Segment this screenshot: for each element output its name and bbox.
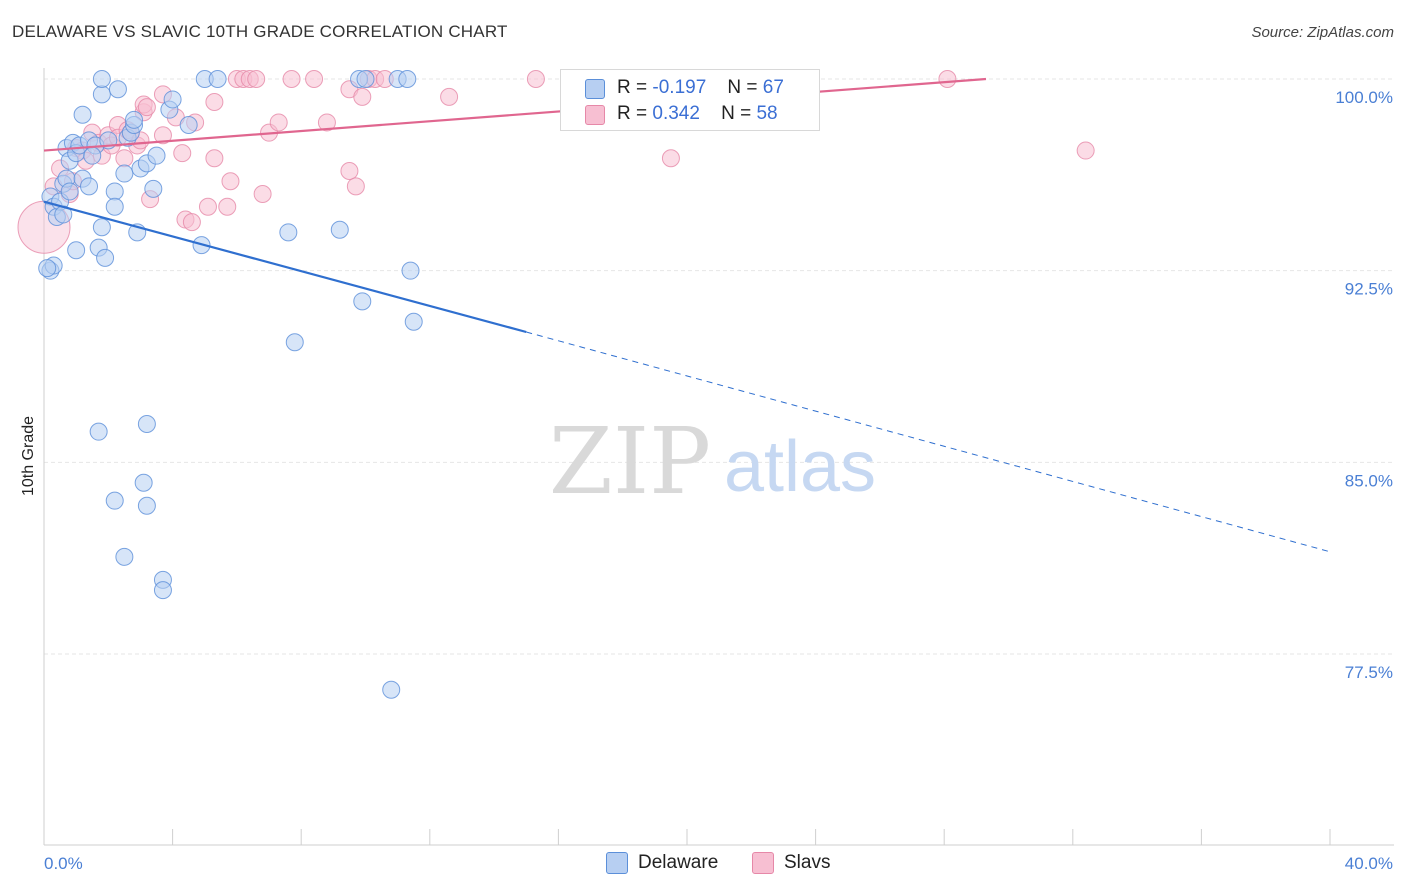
delaware-point xyxy=(144,179,163,198)
delaware-point xyxy=(89,422,108,441)
delaware-point xyxy=(404,312,423,331)
delaware-point xyxy=(137,496,156,515)
bottom-legend-swatch-slavs xyxy=(752,852,774,874)
delaware-trend-line-extension xyxy=(526,331,1331,553)
delaware-point xyxy=(285,333,304,352)
slavs-point xyxy=(218,197,237,216)
x-tick-label: 40.0% xyxy=(1345,854,1393,873)
slavs-point xyxy=(173,144,192,163)
y-axis-label: 10th Grade xyxy=(20,416,37,496)
delaware-point xyxy=(73,105,92,124)
watermark-atlas: atlas xyxy=(724,427,876,507)
slavs-point xyxy=(305,70,324,88)
slavs-point xyxy=(269,113,288,132)
slavs-point xyxy=(346,177,365,196)
slavs-point xyxy=(205,149,224,168)
delaware-point xyxy=(179,116,198,134)
delaware-point xyxy=(153,581,172,600)
delaware-point xyxy=(137,415,156,433)
delaware-point xyxy=(382,680,401,699)
delaware-point xyxy=(38,259,57,278)
delaware-point xyxy=(83,146,102,165)
delaware-point xyxy=(125,110,144,129)
trend-lines xyxy=(43,77,1331,553)
slavs-point xyxy=(282,70,301,88)
slavs-trend-line xyxy=(43,77,987,152)
delaware-point xyxy=(208,70,227,88)
y-tick-label: 85.0% xyxy=(1345,471,1393,490)
slavs-point xyxy=(153,126,172,145)
axes xyxy=(43,68,1394,846)
y-tick-label: 100.0% xyxy=(1335,88,1393,107)
delaware-point xyxy=(115,164,134,183)
delaware-point xyxy=(115,547,134,566)
delaware-point xyxy=(96,248,115,267)
slavs-point xyxy=(182,213,201,232)
delaware-point xyxy=(279,223,298,242)
slavs-point xyxy=(137,98,156,117)
delaware-point xyxy=(330,220,349,239)
delaware-point xyxy=(60,182,79,201)
delaware-point xyxy=(401,261,420,280)
delaware-point xyxy=(92,85,111,104)
slavs-point xyxy=(1076,141,1095,160)
slavs-point xyxy=(526,70,545,88)
delaware-point xyxy=(163,90,182,109)
slavs-point xyxy=(317,113,336,132)
slavs-point xyxy=(340,162,359,180)
bottom-legend-label-delaware: Delaware xyxy=(638,852,719,873)
y-tick-label: 92.5% xyxy=(1345,280,1393,299)
gridlines xyxy=(44,78,1394,655)
slavs-point xyxy=(115,149,134,168)
slavs-point xyxy=(353,87,372,106)
legend-swatch-slavs xyxy=(585,105,605,125)
delaware-point xyxy=(105,182,124,201)
delaware-point xyxy=(356,70,375,88)
slavs-point xyxy=(938,70,957,88)
delaware-point xyxy=(92,218,111,237)
chart-title: DELAWARE VS SLAVIC 10TH GRADE CORRELATIO… xyxy=(12,22,508,41)
legend-r-value-delaware: -0.197 xyxy=(652,77,707,98)
delaware-trend-line xyxy=(43,200,527,334)
x-tick-labels: 0.0% 40.0% xyxy=(44,854,1393,873)
delaware-point xyxy=(105,197,124,216)
x-tick-label: 0.0% xyxy=(44,854,83,873)
y-tick-labels: 100.0% 92.5% 85.0% 77.5% xyxy=(1335,88,1393,682)
legend-r-label: R = xyxy=(617,77,648,98)
legend-n-label: N = xyxy=(727,77,758,98)
y-tick-label: 77.5% xyxy=(1345,663,1393,682)
bottom-legend-label-slavs: Slavs xyxy=(784,852,831,873)
delaware-point xyxy=(108,80,127,99)
delaware-point xyxy=(105,491,124,510)
delaware-point xyxy=(92,70,111,88)
slavs-point xyxy=(221,172,240,191)
watermark-zip: ZIP xyxy=(549,408,711,515)
delaware-points xyxy=(38,70,423,699)
delaware-point xyxy=(353,292,372,311)
slavs-point xyxy=(198,197,217,216)
slavs-point xyxy=(205,93,224,111)
delaware-point xyxy=(67,241,86,260)
legend-swatch-delaware xyxy=(585,79,605,99)
bottom-legend-swatch-delaware xyxy=(606,852,628,874)
delaware-point xyxy=(80,177,99,196)
legend-r-value-slavs: 0.342 xyxy=(652,103,700,124)
slavs-point xyxy=(661,149,680,168)
delaware-point xyxy=(134,473,153,492)
stats-legend: R = -0.197 N = 67 R = 0.342 N = 58 xyxy=(560,69,820,131)
source-credit: Source: ZipAtlas.com xyxy=(1251,24,1394,41)
legend-n-label: N = xyxy=(721,103,752,124)
slavs-point xyxy=(253,185,272,203)
delaware-point xyxy=(398,70,417,88)
legend-n-value-slavs: 58 xyxy=(756,103,778,124)
watermark: ZIP atlas xyxy=(549,408,876,515)
slavs-point xyxy=(247,70,266,88)
legend-n-value-delaware: 67 xyxy=(762,77,784,98)
delaware-point xyxy=(147,146,166,165)
slavs-point xyxy=(440,87,459,106)
legend-r-label: R = xyxy=(617,103,648,124)
